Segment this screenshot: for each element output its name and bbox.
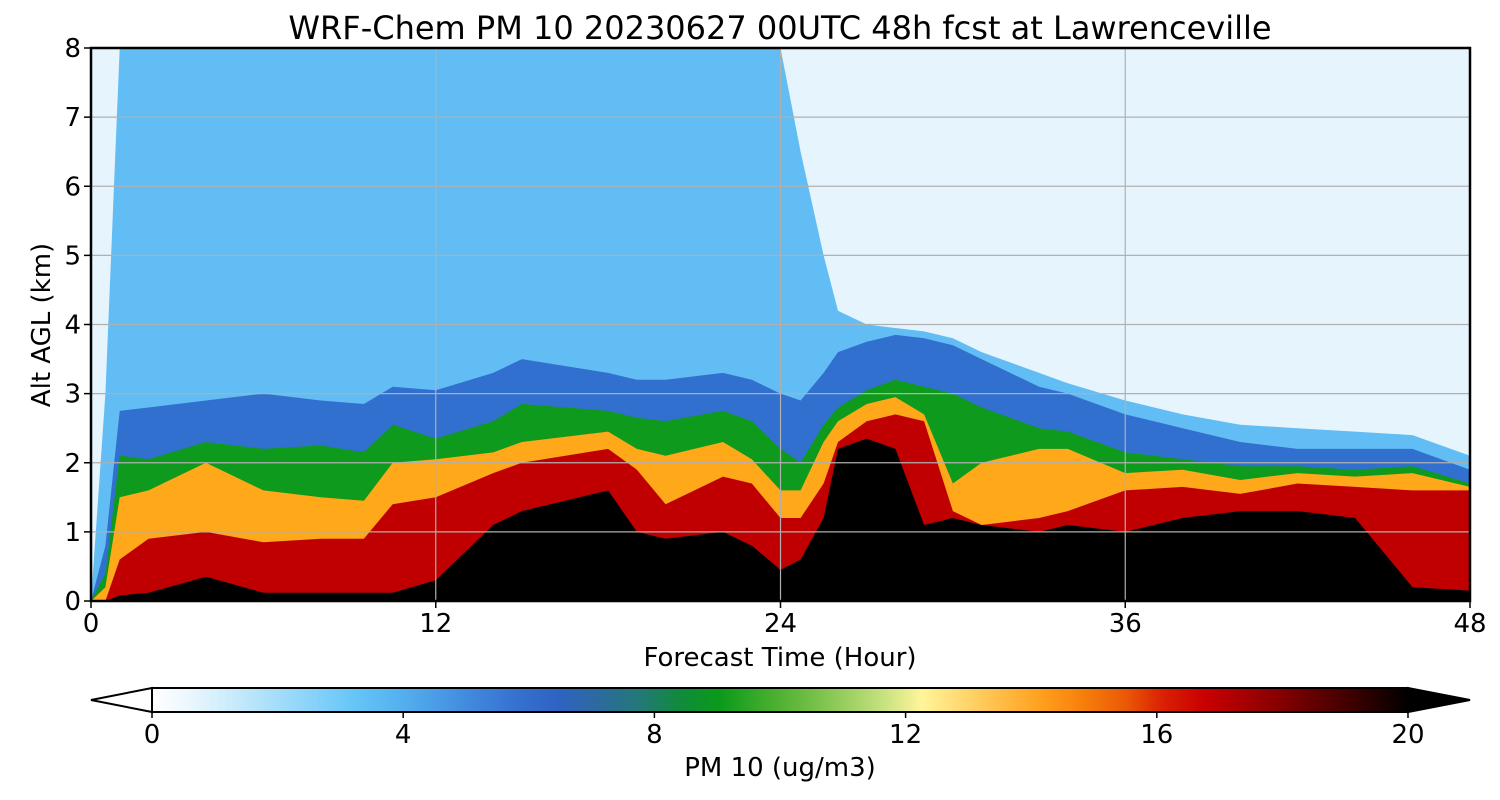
colorbar-high-extension (1407, 686, 1471, 714)
y-tick-label: 6 (64, 172, 81, 202)
y-tick-label: 3 (64, 380, 81, 410)
x-tick-label: 36 (1109, 609, 1142, 639)
y-tick-label: 4 (64, 311, 81, 341)
colorbar-gradient (152, 688, 1408, 712)
colorbar: 0 4 8 12 16 20 PM 10 (ug/m3) (90, 686, 1471, 783)
colorbar-tick-label: 0 (144, 720, 161, 750)
colorbar-tick-label: 20 (1391, 720, 1424, 750)
colorbar-label: PM 10 (ug/m3) (684, 753, 876, 783)
x-axis-ticks: 0 12 24 36 48 (83, 601, 1487, 639)
colorbar-tick-label: 8 (646, 720, 663, 750)
y-tick-label: 0 (64, 587, 81, 617)
y-tick-label: 5 (64, 241, 81, 271)
y-axis-label: Alt AGL (km) (27, 243, 57, 407)
x-axis-label: Forecast Time (Hour) (643, 643, 916, 673)
chart-title: WRF-Chem PM 10 20230627 00UTC 48h fcst a… (288, 9, 1271, 47)
y-tick-label: 1 (64, 518, 81, 548)
colorbar-low-extension (90, 686, 153, 714)
x-tick-label: 48 (1453, 609, 1486, 639)
x-tick-label: 12 (419, 609, 452, 639)
y-tick-label: 7 (64, 103, 81, 133)
colorbar-ticks: 0 4 8 12 16 20 (144, 712, 1425, 750)
x-tick-label: 24 (764, 609, 797, 639)
x-tick-label: 0 (83, 609, 100, 639)
y-axis-ticks: 0 1 2 3 4 5 6 7 8 (64, 34, 91, 617)
colorbar-tick-label: 4 (395, 720, 412, 750)
y-tick-label: 2 (64, 449, 81, 479)
y-tick-label: 8 (64, 34, 81, 64)
colorbar-tick-label: 12 (889, 720, 922, 750)
colorbar-tick-label: 16 (1140, 720, 1173, 750)
colorbar-frame (151, 687, 1409, 713)
